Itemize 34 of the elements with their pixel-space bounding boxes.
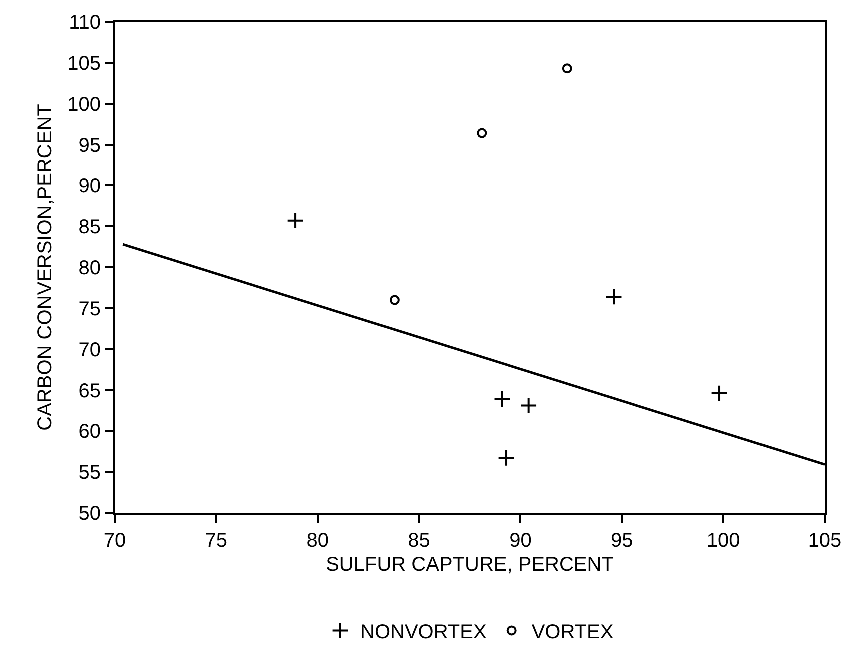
x-axis-title: SULFUR CAPTURE, PERCENT xyxy=(326,554,614,576)
y-tick-label: 55 xyxy=(78,462,101,484)
point xyxy=(286,212,304,230)
point xyxy=(605,288,623,306)
y-tick-label: 65 xyxy=(78,380,101,402)
y-tick-label: 85 xyxy=(78,216,101,239)
legend-label: VORTEX xyxy=(532,622,614,644)
point xyxy=(477,128,488,138)
point xyxy=(494,390,512,408)
x-tick-label: 100 xyxy=(706,530,740,552)
y-tick-label: 75 xyxy=(78,298,101,320)
point xyxy=(498,449,516,467)
point xyxy=(520,397,538,414)
point xyxy=(562,64,572,74)
x-tick-label: 80 xyxy=(306,530,329,552)
x-tick-label: 75 xyxy=(205,530,228,552)
y-tick-label: 80 xyxy=(78,258,101,280)
point xyxy=(390,295,400,306)
y-tick-label: 105 xyxy=(68,52,101,75)
x-tick-label: 105 xyxy=(808,530,842,552)
y-tick-label: 95 xyxy=(78,134,101,157)
x-tick-label: 85 xyxy=(408,530,430,552)
y-tick-label: 110 xyxy=(69,12,101,34)
y-tick-label: 100 xyxy=(68,94,101,116)
x-tick-label: 95 xyxy=(611,530,634,552)
y-axis-title: CARBON CONVERSION,PERCENT xyxy=(34,104,57,431)
y-tick-label: 50 xyxy=(78,503,101,525)
y-tick-label: 70 xyxy=(78,339,101,362)
legend-label: NONVORTEX xyxy=(360,622,487,644)
x-tick-label: 90 xyxy=(510,530,532,552)
y-tick-label: 60 xyxy=(78,421,101,444)
x-tick-label: 70 xyxy=(104,530,126,552)
point xyxy=(710,384,728,402)
y-tick-label: 90 xyxy=(78,176,101,198)
